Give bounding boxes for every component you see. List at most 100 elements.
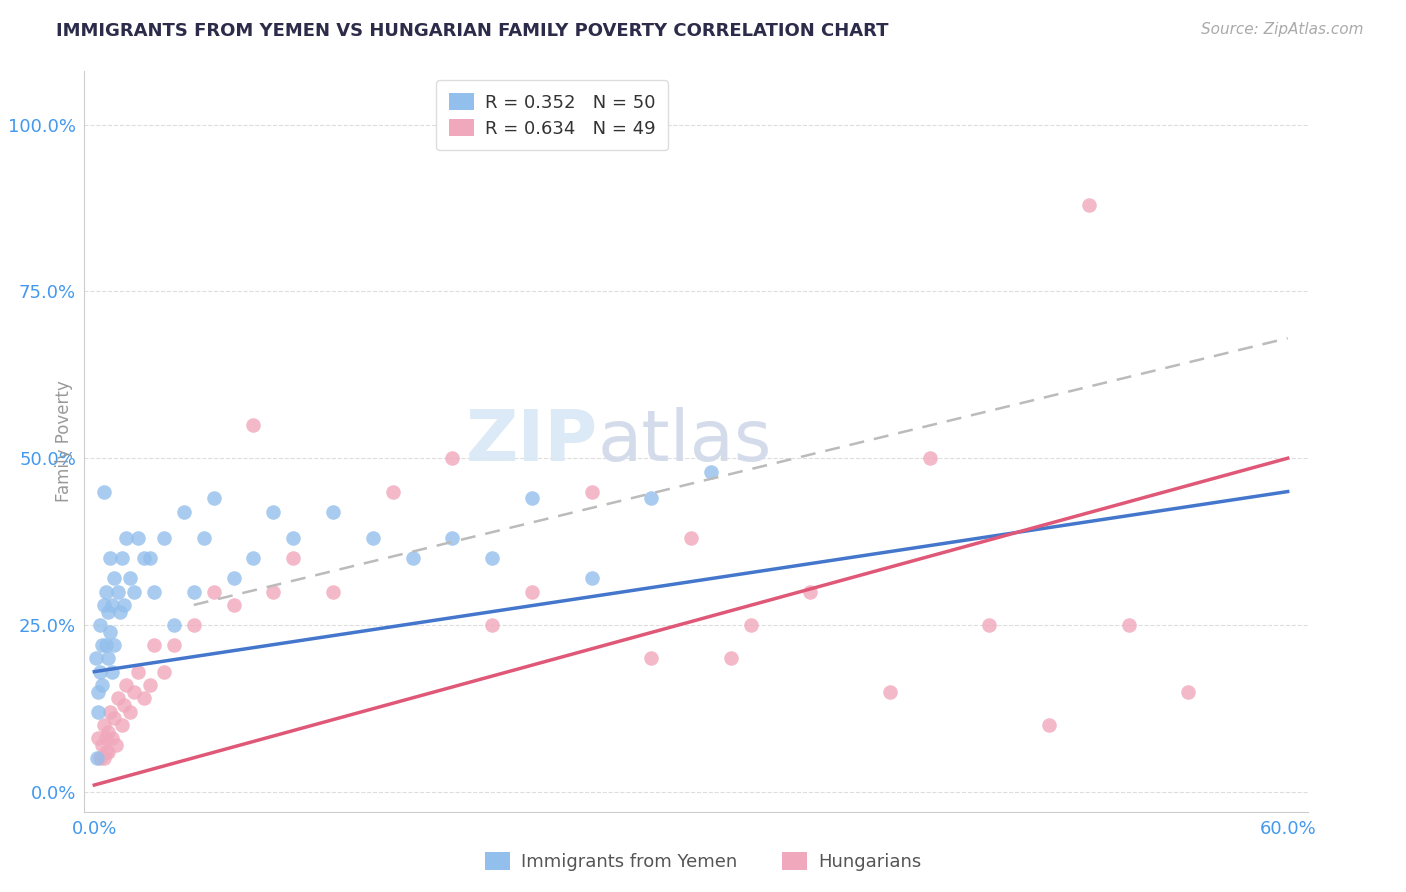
Point bbox=[163, 638, 186, 652]
Point bbox=[242, 551, 264, 566]
Y-axis label: Family Poverty: Family Poverty bbox=[55, 381, 73, 502]
Point bbox=[520, 491, 543, 506]
Point bbox=[1038, 718, 1060, 732]
Point bbox=[143, 584, 166, 599]
Point bbox=[361, 531, 384, 545]
Point bbox=[89, 665, 111, 679]
Point bbox=[202, 584, 225, 599]
Point bbox=[481, 551, 503, 566]
Point bbox=[918, 451, 941, 466]
Point bbox=[183, 584, 205, 599]
Point bbox=[193, 531, 215, 545]
Point bbox=[97, 651, 120, 665]
Point bbox=[132, 691, 155, 706]
Point bbox=[115, 678, 138, 692]
Point bbox=[799, 584, 821, 599]
Point bbox=[120, 705, 142, 719]
Point bbox=[640, 651, 662, 665]
Point bbox=[401, 551, 423, 566]
Point bbox=[879, 684, 901, 698]
Point bbox=[120, 571, 142, 585]
Text: Source: ZipAtlas.com: Source: ZipAtlas.com bbox=[1201, 22, 1364, 37]
Point bbox=[173, 505, 195, 519]
Point bbox=[111, 551, 134, 566]
Point bbox=[242, 417, 264, 432]
Legend: R = 0.352   N = 50, R = 0.634   N = 49: R = 0.352 N = 50, R = 0.634 N = 49 bbox=[436, 80, 668, 151]
Point bbox=[115, 531, 138, 545]
Point bbox=[98, 705, 121, 719]
Point bbox=[520, 584, 543, 599]
Point bbox=[93, 484, 115, 499]
Point bbox=[93, 718, 115, 732]
Point bbox=[679, 531, 702, 545]
Point bbox=[98, 624, 121, 639]
Point bbox=[122, 684, 145, 698]
Point bbox=[97, 724, 120, 739]
Point bbox=[581, 571, 603, 585]
Point bbox=[91, 678, 114, 692]
Point bbox=[101, 665, 124, 679]
Point bbox=[640, 491, 662, 506]
Point bbox=[222, 598, 245, 612]
Point bbox=[720, 651, 742, 665]
Point bbox=[283, 531, 305, 545]
Point bbox=[441, 531, 464, 545]
Point bbox=[89, 618, 111, 632]
Point bbox=[481, 618, 503, 632]
Text: IMMIGRANTS FROM YEMEN VS HUNGARIAN FAMILY POVERTY CORRELATION CHART: IMMIGRANTS FROM YEMEN VS HUNGARIAN FAMIL… bbox=[56, 22, 889, 40]
Point bbox=[740, 618, 762, 632]
Point bbox=[441, 451, 464, 466]
Point bbox=[183, 618, 205, 632]
Point bbox=[97, 605, 120, 619]
Point bbox=[262, 505, 284, 519]
Point bbox=[222, 571, 245, 585]
Point bbox=[97, 745, 120, 759]
Point bbox=[139, 678, 162, 692]
Point bbox=[262, 584, 284, 599]
Point bbox=[103, 711, 125, 725]
Point bbox=[105, 738, 128, 752]
Point bbox=[84, 651, 107, 665]
Point bbox=[122, 584, 145, 599]
Point bbox=[107, 691, 129, 706]
Point bbox=[700, 465, 723, 479]
Legend: Immigrants from Yemen, Hungarians: Immigrants from Yemen, Hungarians bbox=[478, 846, 928, 879]
Point bbox=[101, 731, 124, 746]
Point bbox=[163, 618, 186, 632]
Point bbox=[87, 731, 110, 746]
Point bbox=[581, 484, 603, 499]
Point bbox=[127, 665, 149, 679]
Point bbox=[132, 551, 155, 566]
Point bbox=[381, 484, 404, 499]
Point bbox=[322, 584, 344, 599]
Point bbox=[283, 551, 305, 566]
Point bbox=[96, 584, 118, 599]
Point bbox=[1177, 684, 1199, 698]
Point bbox=[98, 551, 121, 566]
Point bbox=[202, 491, 225, 506]
Text: ZIP: ZIP bbox=[465, 407, 598, 476]
Point bbox=[87, 684, 110, 698]
Point bbox=[112, 598, 135, 612]
Text: atlas: atlas bbox=[598, 407, 772, 476]
Point bbox=[93, 751, 115, 765]
Point bbox=[108, 605, 131, 619]
Point bbox=[96, 638, 118, 652]
Point bbox=[153, 665, 176, 679]
Point bbox=[86, 751, 108, 765]
Point bbox=[103, 638, 125, 652]
Point bbox=[143, 638, 166, 652]
Point bbox=[112, 698, 135, 712]
Point bbox=[91, 638, 114, 652]
Point bbox=[87, 705, 110, 719]
Point bbox=[89, 751, 111, 765]
Point bbox=[111, 718, 134, 732]
Point bbox=[153, 531, 176, 545]
Point bbox=[1118, 618, 1140, 632]
Point bbox=[96, 745, 118, 759]
Point bbox=[91, 738, 114, 752]
Point bbox=[96, 731, 118, 746]
Point bbox=[93, 598, 115, 612]
Point bbox=[322, 505, 344, 519]
Point bbox=[107, 584, 129, 599]
